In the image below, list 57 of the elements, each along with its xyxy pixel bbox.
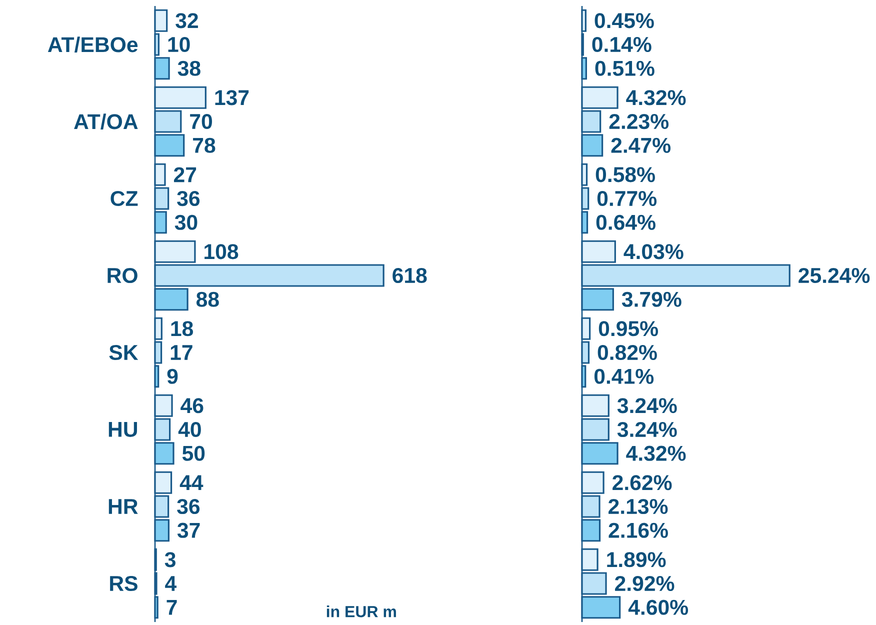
- data-label: 4.03%: [624, 244, 684, 260]
- data-label: 108: [204, 244, 238, 260]
- data-label: 3.79%: [622, 292, 682, 307]
- data-label: 4.32%: [626, 90, 686, 106]
- data-label: 2.13%: [608, 498, 668, 514]
- y-tick-label: SK: [109, 344, 138, 360]
- data-label: 0.45%: [594, 13, 654, 28]
- data-label: 3.24%: [617, 422, 677, 438]
- data-label: 36: [177, 190, 200, 206]
- data-label: 27: [174, 167, 196, 182]
- data-label: 4: [165, 576, 177, 591]
- data-label: 70: [190, 114, 212, 130]
- data-label: 7: [166, 600, 177, 615]
- annotation: in EUR m: [326, 606, 396, 618]
- data-label: 0.95%: [598, 321, 658, 336]
- data-label: 25.24%: [798, 268, 870, 284]
- data-label: 17: [170, 345, 192, 360]
- y-tick-label: AT/OA: [74, 114, 138, 130]
- data-label: 2.16%: [608, 522, 668, 538]
- data-label: 618: [392, 268, 427, 284]
- y-tick-label: HU: [108, 422, 137, 437]
- y-tick-label: HR: [108, 499, 138, 514]
- data-label: 2.23%: [609, 114, 669, 130]
- data-label: 0.41%: [594, 368, 654, 384]
- data-label: 2.62%: [612, 475, 672, 490]
- data-label: 40: [178, 422, 201, 438]
- data-label: 78: [193, 138, 216, 153]
- data-label: 9: [167, 368, 178, 384]
- data-label: 137: [215, 90, 249, 106]
- data-label: 3.24%: [617, 398, 677, 414]
- y-tick-label: RO: [108, 268, 138, 284]
- data-label: 2.47%: [611, 138, 670, 153]
- data-label: 0.77%: [597, 190, 657, 206]
- y-tick-label: AT/EBOe: [48, 36, 138, 52]
- data-label: 50: [182, 446, 205, 461]
- data-label: 18: [171, 321, 193, 336]
- y-tick-label: CZ: [110, 190, 138, 206]
- y-tick-label: RS: [110, 576, 138, 592]
- data-label: 0.14%: [592, 36, 652, 52]
- data-label: 0.58%: [596, 167, 655, 182]
- data-label: 88: [196, 292, 219, 307]
- data-label: 10: [168, 36, 190, 52]
- data-label: 3: [164, 552, 176, 568]
- data-label: 1.89%: [607, 552, 666, 568]
- data-label: 37: [177, 522, 200, 538]
- data-label: 2.92%: [615, 576, 674, 592]
- data-label: 44: [180, 475, 204, 490]
- data-label: 36: [177, 498, 200, 514]
- data-label: 30: [174, 214, 198, 230]
- data-label: 0.64%: [596, 214, 656, 230]
- data-label: 46: [180, 398, 204, 414]
- data-label: 32: [176, 13, 198, 28]
- data-label: 4.32%: [626, 446, 686, 461]
- data-label: 38: [178, 60, 200, 76]
- data-label: 0.82%: [598, 344, 657, 360]
- data-label: 0.51%: [595, 60, 654, 76]
- data-label: 4.60%: [628, 600, 688, 615]
